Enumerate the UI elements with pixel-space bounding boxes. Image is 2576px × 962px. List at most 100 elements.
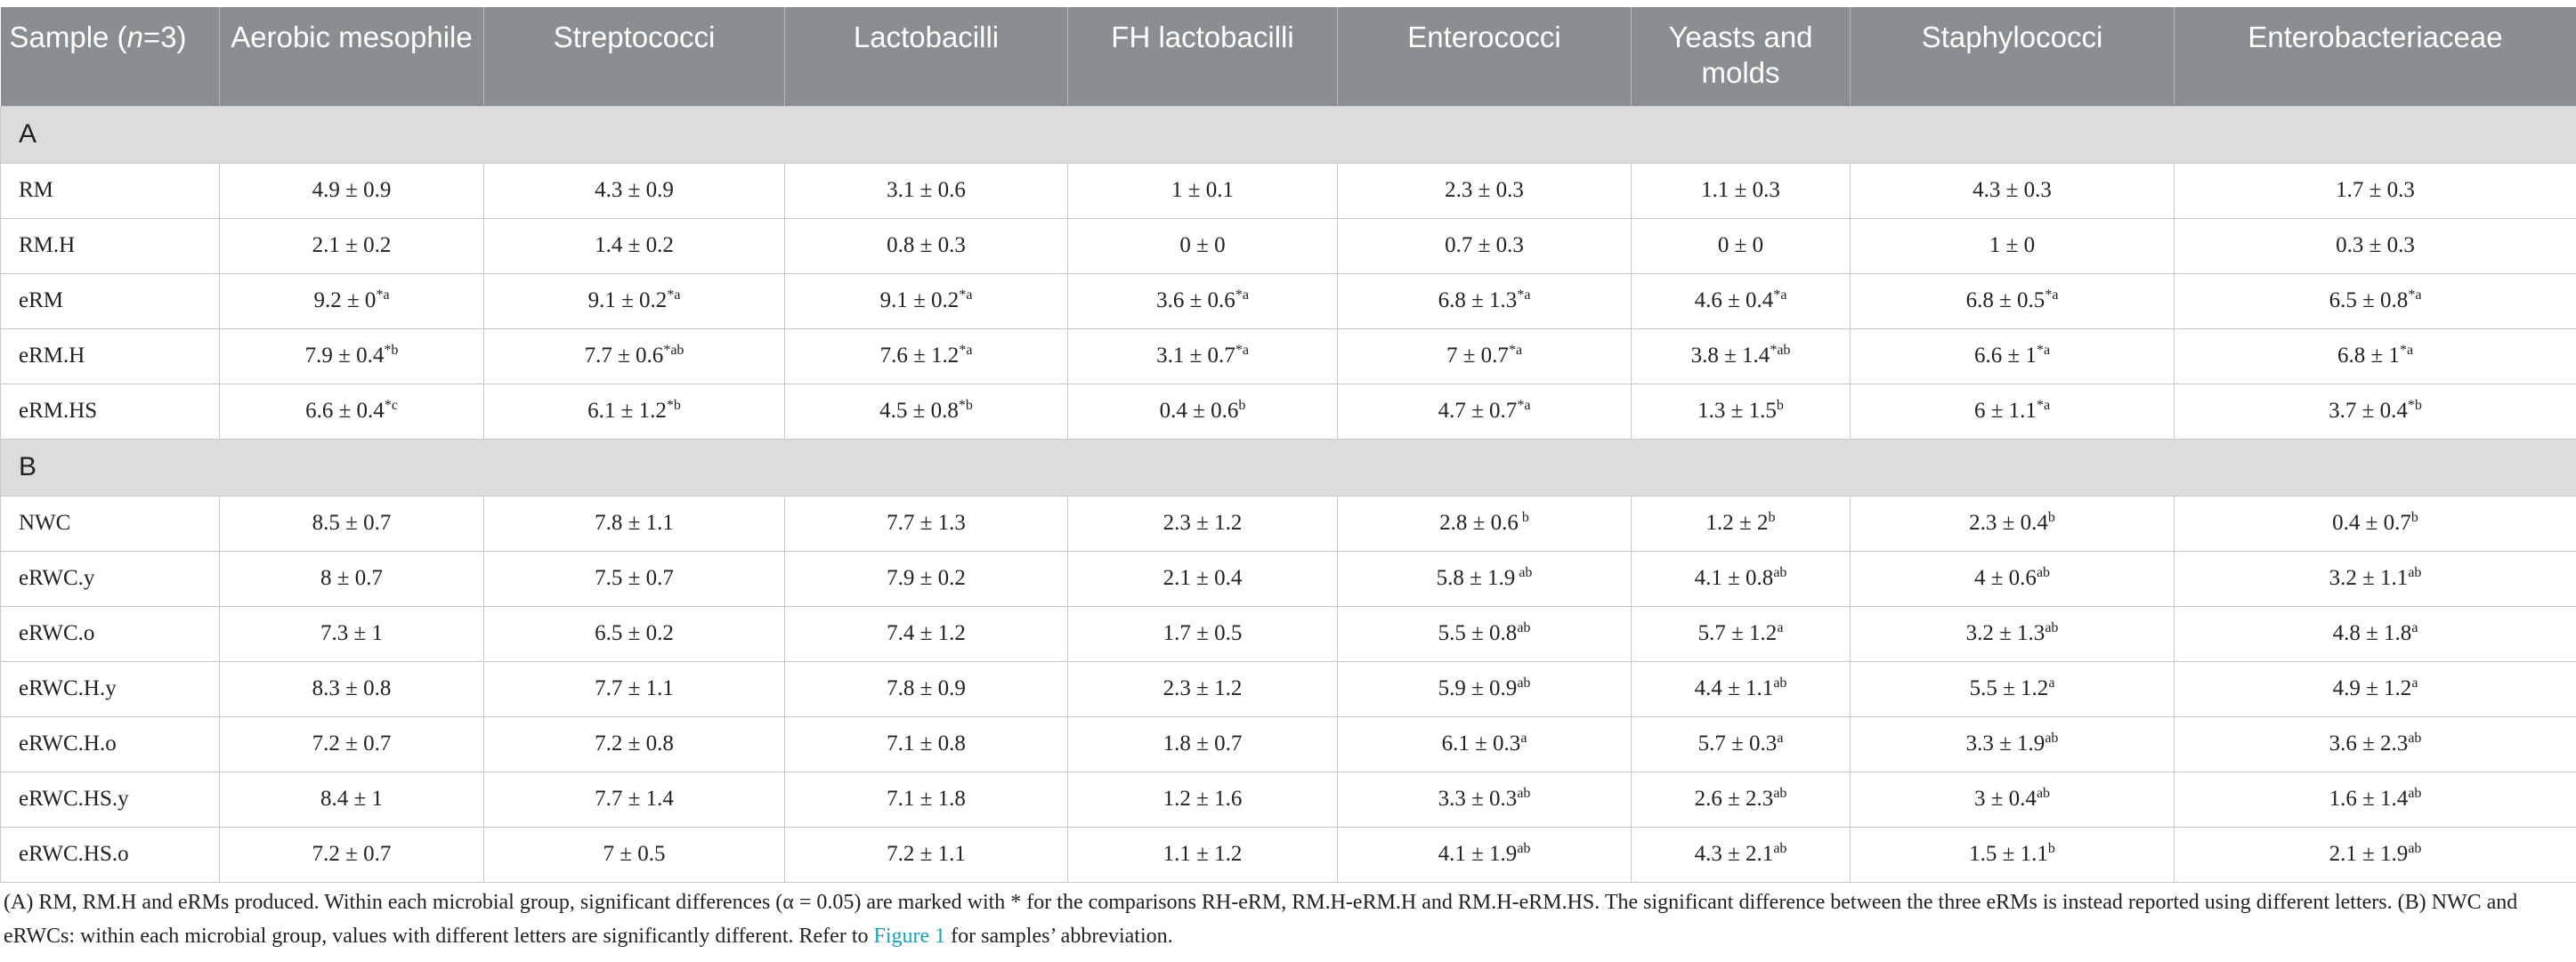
value-cell: 4.7 ± 0.7*a (1337, 383, 1632, 440)
value-text: 5.5 ± 0.8 (1438, 621, 1518, 645)
significance: ab (2408, 731, 2422, 746)
value-cell: 4.3 ± 2.1ab (1631, 826, 1851, 883)
significance: a (2411, 675, 2418, 691)
value-text: 7 ± 0.7 (1446, 344, 1509, 368)
value-cell: 7.2 ± 0.7 (219, 715, 484, 772)
value-cell: 5.5 ± 0.8ab (1337, 605, 1632, 662)
header-text: n (126, 20, 143, 53)
value-cell: 3.6 ± 2.3ab (2174, 715, 2576, 772)
value-text: 4.4 ± 1.1 (1694, 676, 1774, 700)
value-cell: 1.1 ± 1.2 (1067, 826, 1338, 883)
significance: *a (1508, 343, 1523, 358)
value-text: 1.2 ± 2 (1705, 511, 1769, 535)
value-cell: 0 ± 0 (1631, 217, 1851, 274)
value-text: 1.5 ± 1.1 (1969, 842, 2048, 866)
sample-cell: eRWC.H.y (0, 660, 220, 717)
value-cell: 5.5 ± 1.2a (1850, 660, 2175, 717)
value-text: 3.2 ± 1.1 (2329, 566, 2409, 590)
data-row: eRWC.H.y 8.3 ± 0.8 7.7 ± 1.1 7.8 ± 0.9 2.3 ±… (0, 660, 2576, 717)
value-cell: 2.3 ± 0.3 (1337, 162, 1632, 219)
significance: *a (667, 287, 681, 303)
value-cell: 7.1 ± 1.8 (784, 771, 1068, 828)
value-cell: 1.7 ± 0.5 (1067, 605, 1338, 662)
footnote-text: (A) RM, RM.H and eRMs produced. Within e… (4, 891, 2518, 948)
value-text: 3.6 ± 0.6 (1156, 288, 1235, 312)
significance: *a (959, 287, 973, 303)
value-cell: 6.6 ± 1*a (1850, 327, 2175, 384)
value-cell: 8.4 ± 1 (219, 771, 484, 828)
value-cell: 2.1 ± 0.2 (219, 217, 484, 274)
value-cell: 6.8 ± 1*a (2174, 327, 2576, 384)
data-row: eRM.H 7.9 ± 0.4*b 7.7 ± 0.6*ab 7.6 ± 1.2*a 3… (0, 327, 2576, 384)
section-label: B (0, 438, 2576, 497)
value-text: 3.1 ± 0.7 (1156, 344, 1235, 368)
value-cell: 1.4 ± 0.2 (483, 217, 785, 274)
significance: a (1777, 731, 1784, 746)
value-text: 6.8 ± 1.3 (1438, 288, 1518, 312)
data-row: NWC 8.5 ± 0.7 7.8 ± 1.1 7.7 ± 1.3 2.3 ± 1.2 2… (0, 495, 2576, 552)
significance: *b (384, 343, 399, 358)
value-text: 3 ± 0.4 (1973, 787, 2037, 811)
value-cell: 1.1 ± 0.3 (1631, 162, 1851, 219)
value-cell: 9.1 ± 0.2*a (483, 272, 785, 329)
value-text: 6.8 ± 0.5 (1965, 288, 2045, 312)
value-text: 3.3 ± 1.9 (1965, 732, 2045, 756)
value-text: 2.6 ± 2.3 (1694, 787, 1774, 811)
significance: ab (1773, 786, 1787, 801)
value-text: 4.1 ± 0.8 (1694, 566, 1774, 590)
sample-cell: eRWC.HS.y (0, 771, 220, 828)
value-text: 3.8 ± 1.4 (1690, 344, 1770, 368)
significance: *b (666, 398, 681, 413)
significance: *a (2036, 398, 2051, 413)
figure-link[interactable]: Figure 1 (873, 925, 946, 948)
significance: b (2410, 510, 2418, 525)
value-cell: 7.1 ± 0.8 (784, 715, 1068, 772)
value-text: 4.8 ± 1.8 (2332, 621, 2412, 645)
value-text: 7.9 ± 0.4 (304, 344, 385, 368)
significance: *b (958, 398, 973, 413)
significance: *a (1773, 287, 1787, 303)
value-text: 5.7 ± 0.3 (1697, 732, 1778, 756)
value-cell: 7.8 ± 1.1 (483, 495, 785, 552)
value-text: 3.6 ± 2.3 (2329, 732, 2409, 756)
value-cell: 7.7 ± 1.4 (483, 771, 785, 828)
value-text: 6.1 ± 0.3 (1441, 732, 1521, 756)
value-text: 3.7 ± 0.4 (2329, 399, 2408, 423)
significance: *a (2045, 287, 2059, 303)
sample-cell: eRWC.HS.o (0, 826, 220, 883)
significance: *a (1235, 343, 1249, 358)
value-cell: 4.9 ± 0.9 (219, 162, 484, 219)
value-cell: 6 ± 1.1*a (1850, 383, 2175, 440)
data-row: RM 4.9 ± 0.9 4.3 ± 0.9 3.1 ± 0.6 1 ± 0.1 2.3 … (0, 162, 2576, 219)
value-cell: 5.9 ± 0.9ab (1337, 660, 1632, 717)
value-cell: 4.3 ± 0.9 (483, 162, 785, 219)
value-text: 2.1 ± 1.9 (2329, 842, 2409, 866)
significance: ab (1773, 841, 1787, 856)
significance: ab (1517, 620, 1531, 635)
value-cell: 3 ± 0.4ab (1850, 771, 2175, 828)
value-cell: 7.9 ± 0.4*b (219, 327, 484, 384)
header-cell: Sample (n=3) (0, 7, 220, 106)
value-cell: 3.7 ± 0.4*b (2174, 383, 2576, 440)
significance: *a (1517, 287, 1531, 303)
significance: ab (1517, 841, 1531, 856)
header-cell: Aerobic mesophile (219, 7, 484, 106)
value-text: 3.2 ± 1.3 (1965, 621, 2045, 645)
value-cell: 7.9 ± 0.2 (784, 550, 1068, 607)
header-cell: Enterococci (1337, 7, 1632, 106)
value-cell: 0.4 ± 0.6b (1067, 383, 1338, 440)
header-cell: Enterobacteriaceae (2174, 7, 2576, 106)
significance: ab (1515, 565, 1533, 580)
section-row: B (0, 438, 2576, 497)
significance: ab (1773, 565, 1787, 580)
value-cell: 1 ± 0 (1850, 217, 2175, 274)
value-cell: 8 ± 0.7 (219, 550, 484, 607)
significance: ab (1517, 675, 1531, 691)
value-cell: 0.3 ± 0.3 (2174, 217, 2576, 274)
value-text: 0.4 ± 0.6 (1159, 399, 1239, 423)
value-text: 9.1 ± 0.2 (879, 288, 960, 312)
table-body: A RM 4.9 ± 0.9 4.3 ± 0.9 3.1 ± 0.6 1 ± 0.1 2.3… (0, 105, 2576, 883)
significance: ab (2045, 620, 2059, 635)
value-cell: 4.1 ± 1.9ab (1337, 826, 1632, 883)
footnote-text: for samples’ abbreviation. (945, 925, 1173, 948)
